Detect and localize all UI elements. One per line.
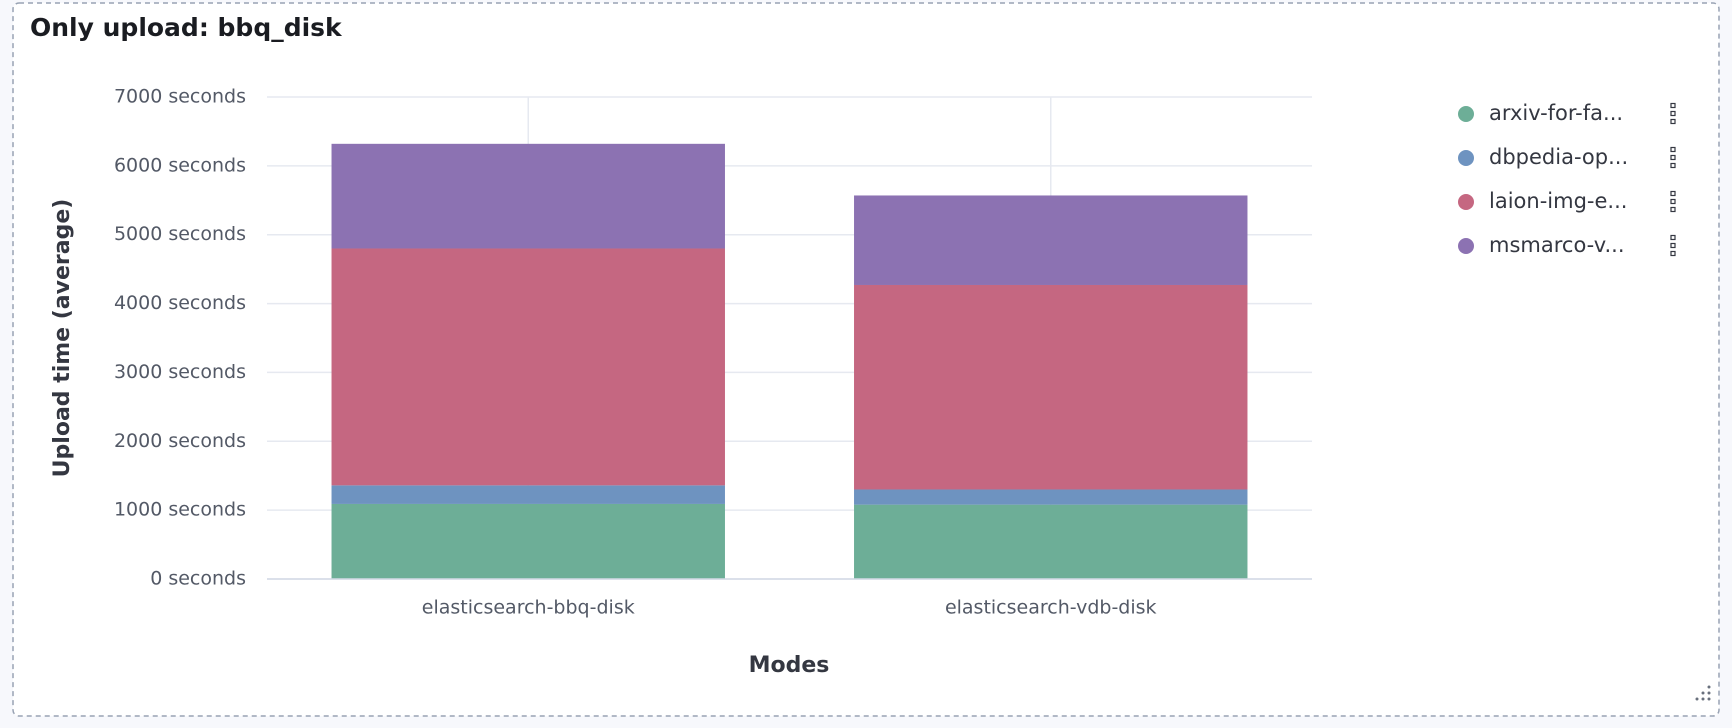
y-tick-label: 4000 seconds xyxy=(114,292,246,314)
resize-handle[interactable] xyxy=(1695,685,1711,701)
legend-menu-icon[interactable] xyxy=(1670,162,1676,169)
y-tick-label: 5000 seconds xyxy=(114,223,246,245)
bar-segment xyxy=(331,143,725,249)
legend-swatch xyxy=(1458,106,1474,122)
legend-swatch xyxy=(1458,194,1474,210)
legend-menu-icon[interactable] xyxy=(1670,110,1676,117)
legend-menu-icon[interactable] xyxy=(1670,234,1676,241)
bar-segment xyxy=(854,284,1248,490)
x-axis-label: Modes xyxy=(749,653,830,678)
bar-segment xyxy=(331,248,725,486)
x-tick-label: elasticsearch-bbq-disk xyxy=(422,597,635,619)
legend-menu-icon[interactable] xyxy=(1670,190,1676,197)
bar-segment xyxy=(331,485,725,504)
legend-menu-icon[interactable] xyxy=(1670,154,1676,161)
bar-segment xyxy=(854,489,1248,505)
y-tick-label: 0 seconds xyxy=(150,568,246,590)
y-tick-label: 7000 seconds xyxy=(114,86,246,108)
chart-title: Only upload: bbq_disk xyxy=(30,13,343,42)
legend-menu-icon[interactable] xyxy=(1670,198,1676,205)
legend-label[interactable]: msmarco-v... xyxy=(1489,233,1625,257)
legend-swatch xyxy=(1458,238,1474,254)
y-tick-label: 6000 seconds xyxy=(114,154,246,176)
legend-label[interactable]: laion-img-e... xyxy=(1489,189,1627,213)
legend-menu-icon[interactable] xyxy=(1670,102,1676,109)
legend-menu-icon[interactable] xyxy=(1670,242,1676,249)
bar-segment xyxy=(854,504,1248,579)
legend-menu-icon[interactable] xyxy=(1670,146,1676,153)
bar-segment xyxy=(331,503,725,579)
legend-label[interactable]: arxiv-for-fa... xyxy=(1489,101,1623,125)
legend-menu-icon[interactable] xyxy=(1670,250,1676,257)
y-tick-label: 3000 seconds xyxy=(114,361,246,383)
y-tick-label: 1000 seconds xyxy=(114,499,246,521)
legend-menu-icon[interactable] xyxy=(1670,206,1676,213)
bar-segment xyxy=(854,195,1248,285)
y-tick-label: 2000 seconds xyxy=(114,430,246,452)
legend-menu-icon[interactable] xyxy=(1670,118,1676,125)
legend-swatch xyxy=(1458,150,1474,166)
x-tick-label: elasticsearch-vdb-disk xyxy=(945,597,1157,619)
legend-label[interactable]: dbpedia-op... xyxy=(1489,145,1628,169)
y-axis-label: Upload time (average) xyxy=(50,199,75,478)
